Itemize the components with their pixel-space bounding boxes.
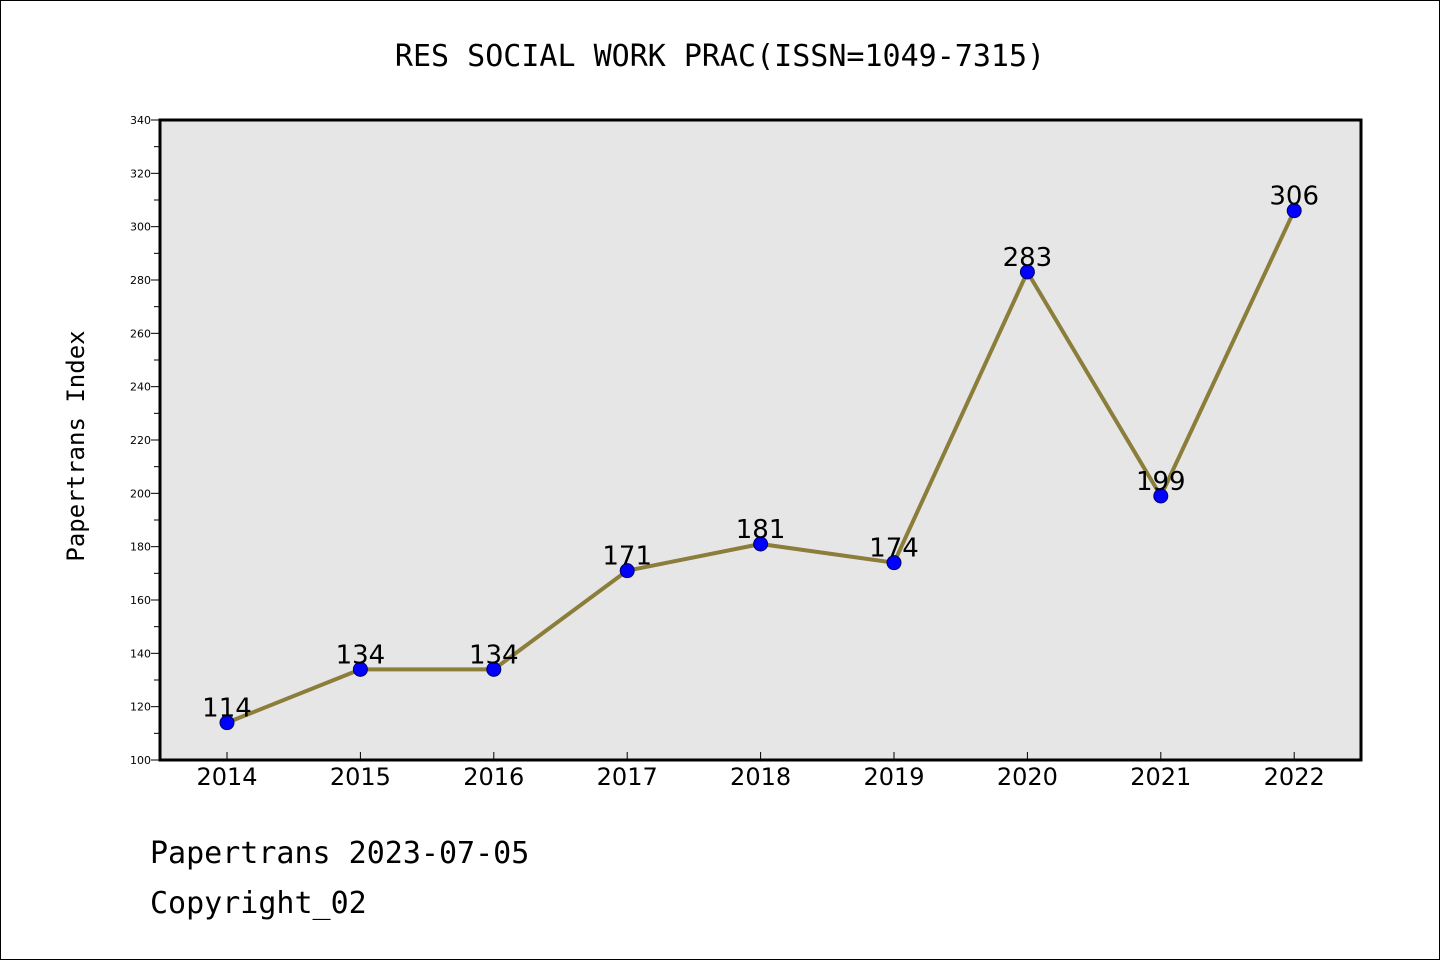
x-tick-label: 2016 — [463, 763, 524, 791]
footer-copyright: Copyright_02 — [150, 886, 367, 921]
y-tick-label: 300 — [130, 221, 151, 234]
x-tick-label: 2014 — [196, 763, 257, 791]
y-tick-label: 180 — [130, 541, 151, 554]
x-tick-label: 2020 — [997, 763, 1058, 791]
data-point — [1019, 264, 1035, 280]
data-point — [486, 661, 502, 677]
y-tick-label: 280 — [130, 274, 151, 287]
data-label: 134 — [469, 640, 519, 670]
data-label: 171 — [602, 542, 652, 572]
y-axis-ticks: 100 120 140 160 180 200 220 240 260 280 300 320 340 — [130, 114, 160, 767]
y-tick-label: 220 — [130, 434, 151, 447]
data-point — [219, 715, 235, 731]
data-label: 181 — [736, 515, 786, 545]
x-axis-ticks: 2014 2015 2016 2017 2018 2019 2020 2021 2022 — [196, 752, 1325, 791]
data-label: 174 — [869, 534, 919, 564]
y-tick-label: 140 — [130, 647, 151, 660]
data-point — [1153, 488, 1169, 504]
x-tick-label: 2018 — [730, 763, 791, 791]
y-tick-label: 320 — [130, 167, 151, 180]
data-points — [219, 203, 1302, 731]
y-tick-label: 240 — [130, 381, 151, 394]
data-point — [753, 536, 769, 552]
x-tick-label: 2019 — [863, 763, 924, 791]
data-point — [619, 563, 635, 579]
data-point — [1286, 203, 1302, 219]
data-labels: 114 134 134 171 181 174 283 199 306 — [202, 182, 1319, 724]
chart-title: RES SOCIAL WORK PRAC(ISSN=1049-7315) — [395, 39, 1045, 74]
data-point — [352, 661, 368, 677]
x-tick-label: 2017 — [597, 763, 658, 791]
y-axis-label: Papertrans Index — [62, 330, 90, 561]
y-tick-label: 100 — [130, 754, 151, 767]
data-point — [886, 555, 902, 571]
data-label: 306 — [1269, 182, 1319, 212]
x-tick-label: 2015 — [330, 763, 391, 791]
y-tick-label: 200 — [130, 487, 151, 500]
x-tick-label: 2021 — [1130, 763, 1191, 791]
y-tick-label: 340 — [130, 114, 151, 127]
y-tick-label: 160 — [130, 594, 151, 607]
data-label: 134 — [336, 640, 386, 670]
footer-date: Papertrans 2023-07-05 — [150, 836, 530, 871]
data-label: 199 — [1136, 467, 1186, 497]
x-tick-label: 2022 — [1264, 763, 1325, 791]
data-label: 114 — [202, 694, 252, 724]
y-tick-label: 260 — [130, 327, 151, 340]
y-tick-label: 120 — [130, 701, 151, 714]
plot-area — [158, 118, 1363, 762]
data-label: 283 — [1003, 243, 1053, 273]
